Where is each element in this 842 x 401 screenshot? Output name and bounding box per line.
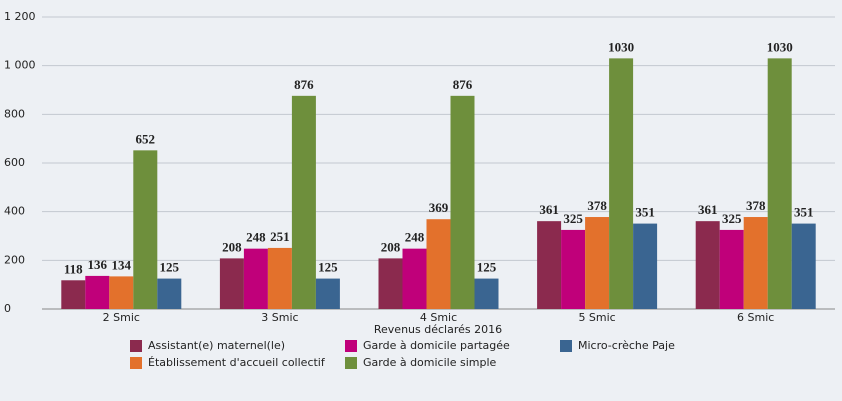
- bar: [85, 275, 110, 309]
- data-label: 134: [112, 257, 132, 272]
- bar: [157, 278, 182, 309]
- legend-swatch: [560, 340, 572, 352]
- data-label: 251: [270, 229, 290, 244]
- data-label: 325: [722, 211, 742, 226]
- bar: [378, 258, 403, 309]
- legend-label: Garde à domicile partagée: [363, 339, 510, 352]
- data-label: 876: [453, 77, 473, 92]
- bar: [609, 58, 634, 309]
- bar: [450, 95, 475, 309]
- data-label: 118: [64, 261, 83, 276]
- legend-swatch: [345, 340, 357, 352]
- legend-swatch: [130, 340, 142, 352]
- data-label: 378: [746, 198, 766, 213]
- data-label: 125: [477, 260, 497, 275]
- data-label: 248: [405, 230, 425, 245]
- legend-swatch: [345, 357, 357, 369]
- x-tick-label: 5 Smic: [578, 311, 615, 324]
- y-tick-label: 1 200: [4, 10, 36, 23]
- bar: [61, 280, 86, 309]
- legend-swatch: [130, 357, 142, 369]
- bar: [133, 150, 158, 309]
- y-tick-label: 1 000: [4, 59, 36, 72]
- bar: [291, 95, 316, 309]
- legend-label: Micro-crèche Paje: [578, 339, 675, 352]
- bar: [267, 247, 292, 309]
- x-tick-label: 6 Smic: [737, 311, 774, 324]
- data-label: 361: [698, 202, 718, 217]
- y-tick-label: 800: [4, 107, 25, 120]
- data-label: 351: [635, 205, 655, 220]
- bar: [109, 276, 134, 309]
- bar: [767, 58, 792, 309]
- data-label: 351: [794, 205, 814, 220]
- bar: [791, 223, 816, 309]
- y-tick-label: 200: [4, 253, 25, 266]
- x-tick-label: 3 Smic: [261, 311, 298, 324]
- bar: [315, 278, 340, 309]
- data-label: 378: [587, 198, 607, 213]
- bar: [561, 229, 586, 309]
- bar: [695, 221, 720, 309]
- data-label: 1030: [608, 39, 634, 54]
- bar: [537, 221, 562, 309]
- data-label: 1030: [767, 39, 793, 54]
- legend-label: Assistant(e) maternel(le): [148, 339, 285, 352]
- y-tick-label: 0: [4, 302, 11, 315]
- data-label: 361: [539, 202, 559, 217]
- data-label: 876: [294, 77, 314, 92]
- bar: [585, 217, 610, 309]
- x-tick-label: 4 Smic: [420, 311, 457, 324]
- y-tick-label: 600: [4, 156, 25, 169]
- legend-label: Établissement d'accueil collectif: [148, 356, 326, 369]
- bar: [719, 229, 744, 309]
- data-label: 125: [318, 260, 338, 275]
- data-label: 208: [222, 239, 242, 254]
- data-label: 325: [563, 211, 583, 226]
- data-label: 369: [429, 200, 449, 215]
- bar: [219, 258, 244, 309]
- data-label: 248: [246, 230, 266, 245]
- legend-label: Garde à domicile simple: [363, 356, 497, 369]
- bar: [633, 223, 658, 309]
- x-axis-label: Revenus déclarés 2016: [374, 323, 502, 336]
- bar: [402, 248, 427, 309]
- data-label: 208: [381, 239, 401, 254]
- data-label: 652: [136, 131, 156, 146]
- bar: [243, 248, 268, 309]
- y-tick-label: 400: [4, 205, 25, 218]
- bar: [426, 219, 451, 309]
- bar: [743, 217, 768, 309]
- data-label: 136: [88, 257, 108, 272]
- data-label: 125: [160, 260, 180, 275]
- bar: [474, 278, 499, 309]
- x-tick-label: 2 Smic: [103, 311, 140, 324]
